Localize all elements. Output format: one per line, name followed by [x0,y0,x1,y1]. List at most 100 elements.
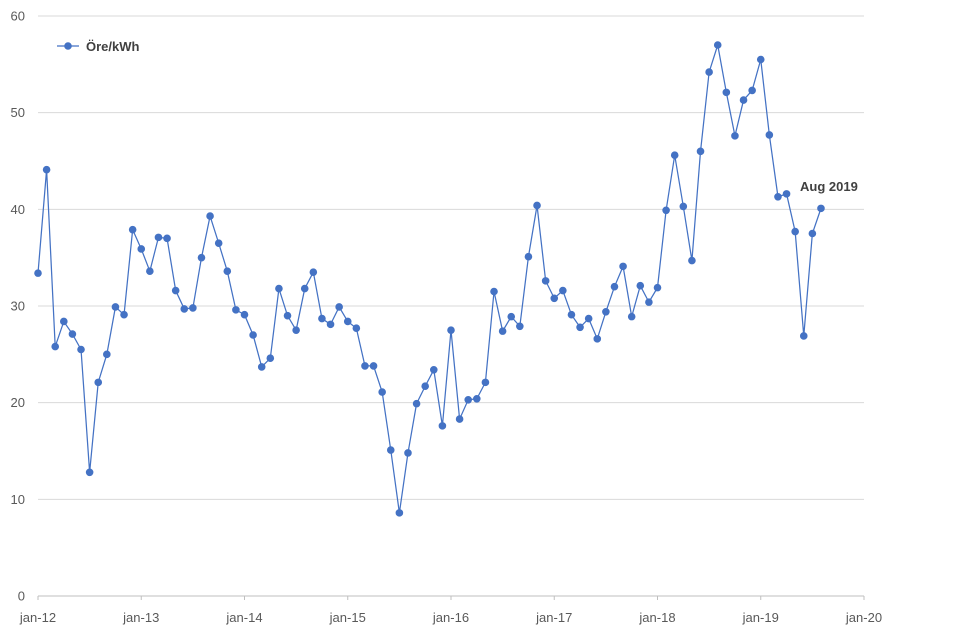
data-point [232,306,240,314]
data-point [765,131,774,139]
data-point [421,382,429,391]
data-point [51,342,60,351]
data-point [240,310,249,319]
data-point [713,41,722,49]
series-ore-kwh [34,41,825,517]
data-point [77,345,85,354]
data-point [128,225,137,234]
data-point [352,324,361,333]
data-point [524,252,533,261]
gridlines [38,15,864,500]
x-tick-label: jan-16 [432,610,469,625]
x-tick-label: jan-15 [329,610,366,625]
data-point [154,233,163,242]
data-point [163,234,171,243]
x-tick-label: jan-18 [638,610,675,625]
data-point [283,311,292,320]
data-point [464,395,473,404]
data-point [507,312,516,321]
data-point [275,284,283,293]
legend-marker-swatch [64,42,72,50]
data-point [627,312,636,321]
data-point [137,245,146,253]
data-point [490,287,498,296]
data-point [774,192,782,201]
data-point [257,363,266,371]
data-point [335,303,343,311]
data-point [300,284,309,293]
data-point [636,281,645,290]
x-tick-label: jan-13 [122,610,159,625]
data-point [438,422,447,430]
data-point [808,229,817,238]
data-point [103,350,111,359]
data-point [455,415,464,423]
x-tick-label: jan-12 [19,610,56,625]
data-point [404,449,412,457]
legend: Öre/kWh [57,39,140,54]
data-point [343,317,352,326]
data-point [748,86,756,95]
x-tick-label: jan-14 [225,610,262,625]
data-point [369,362,378,370]
data-point [94,378,103,387]
data-point [171,286,180,295]
data-point [662,206,670,215]
data-point [386,446,395,454]
y-tick-label: 0 [18,589,25,604]
data-point [679,202,688,211]
data-point [292,326,300,334]
y-tick-label: 40 [11,202,25,217]
data-point [696,147,705,156]
data-point [412,399,421,408]
data-point [731,132,739,140]
x-tick-label: jan-17 [535,610,572,625]
data-point [576,323,584,332]
y-tick-label: 20 [11,395,25,410]
data-point [395,509,404,517]
data-point [722,88,731,97]
series-line [37,44,822,513]
data-point [516,322,524,331]
data-point [645,298,653,306]
data-point [593,335,602,343]
data-point [705,68,713,76]
data-point [567,310,576,319]
data-point [85,468,94,477]
annotations: Aug 2019 [800,179,858,194]
data-point [361,362,369,370]
data-point [619,262,627,271]
data-point [429,366,438,374]
data-point [146,267,154,276]
data-point [120,310,128,319]
data-point [68,330,77,338]
data-point [447,326,455,334]
data-point [756,55,765,64]
data-point [817,204,825,213]
data-point [550,294,559,303]
data-point [378,388,386,396]
data-point [653,283,662,292]
data-point [791,227,799,236]
data-point [326,320,335,329]
y-tick-label: 60 [11,9,25,24]
data-point [111,303,120,311]
x-tick-label: jan-20 [845,610,882,625]
data-point [223,267,232,276]
data-label-aug-2019: Aug 2019 [800,179,858,194]
data-point [473,395,481,403]
data-point [584,314,593,323]
data-point [249,331,257,339]
data-point [533,201,541,210]
data-point [266,354,275,363]
data-point [189,304,197,312]
data-point [688,256,696,265]
data-point [60,317,68,326]
data-point [541,277,550,285]
data-point [799,332,808,340]
data-point [206,212,214,220]
x-tick-label: jan-19 [742,610,779,625]
data-point [197,253,206,262]
data-point [602,308,610,316]
